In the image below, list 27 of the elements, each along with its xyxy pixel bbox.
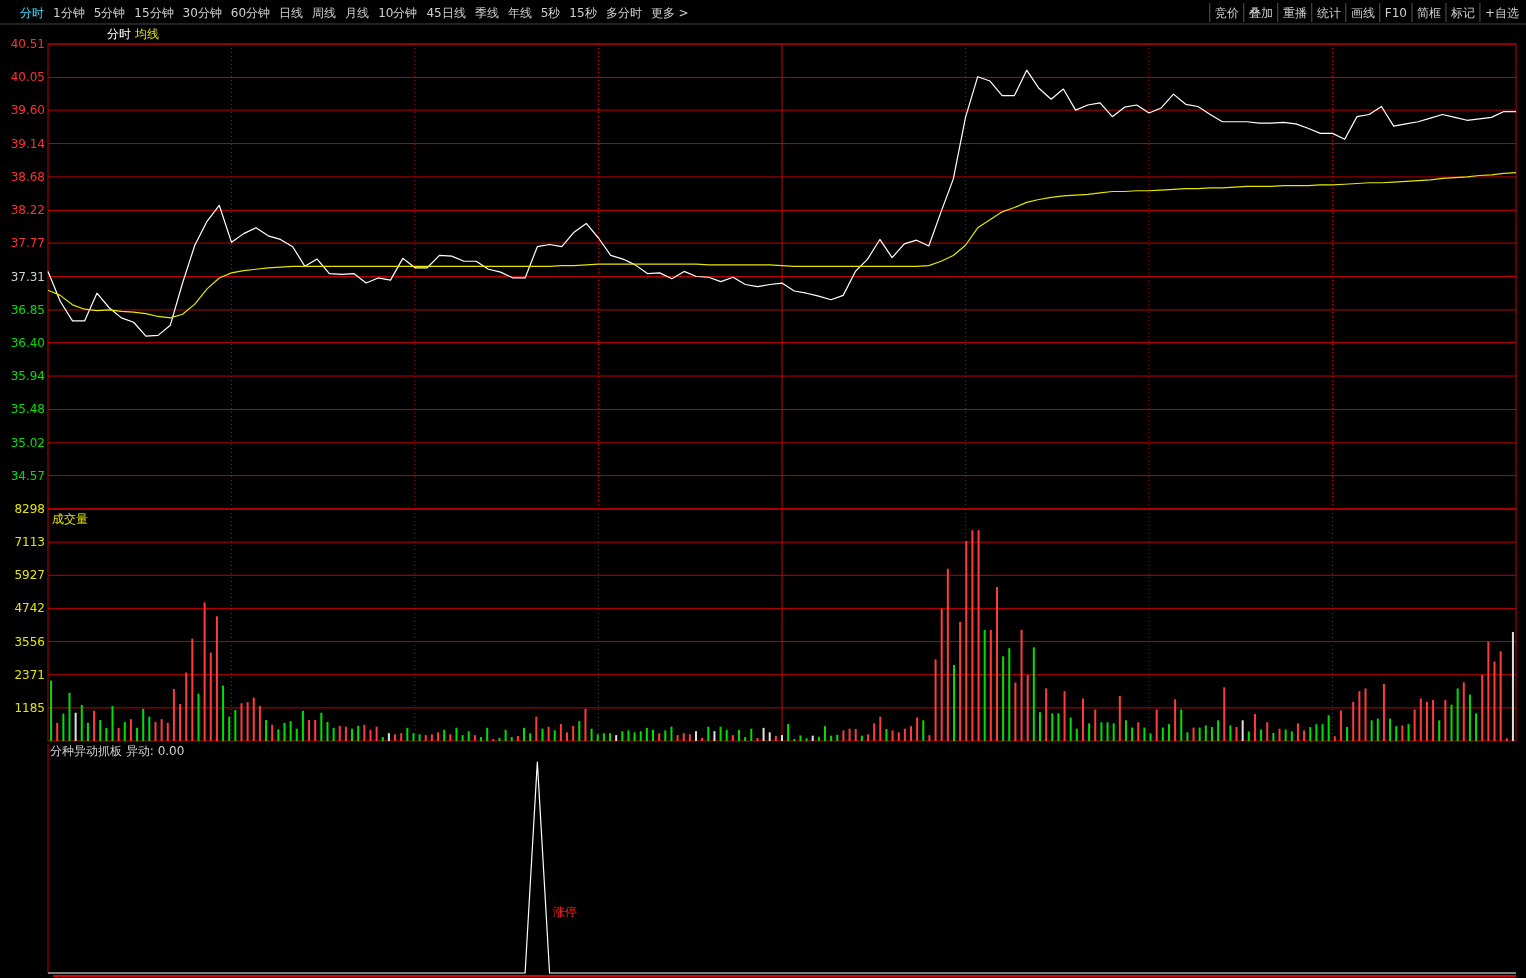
y-tick-label: 3556 xyxy=(14,634,45,649)
y-tick-label: 34.57 xyxy=(10,468,45,483)
y-tick-label: 39.14 xyxy=(10,136,45,151)
y-tick-label: 35.94 xyxy=(10,369,45,384)
y-tick-label: 1185 xyxy=(14,700,45,715)
chart-title: 分种异动抓板 异动: 0.00 xyxy=(50,744,185,758)
y-tick-label: 7113 xyxy=(14,535,45,550)
y-tick-label: 35.48 xyxy=(10,402,45,417)
y-tick-label: 4742 xyxy=(14,601,45,616)
y-tick-label: 39.60 xyxy=(10,103,45,118)
text: 均线 xyxy=(134,27,159,41)
y-tick-label: 35.02 xyxy=(10,435,45,450)
y-tick-label: 40.51 xyxy=(10,37,45,51)
text: 分时 xyxy=(107,27,131,41)
toolbar: 分时 1分钟 5分钟 15分钟 30分钟 60分钟 日线 周线 月线 10分钟 45日线 季线 年线 5秒 15秒 多分时 更多 > 竞价 叠加 重播 统计 画线 F10 简框 标记 +自选 xyxy=(0,2,1526,25)
y-tick-label: 37.31 xyxy=(10,269,45,284)
y-tick-label: 38.68 xyxy=(10,169,45,184)
annotation: 涨停 xyxy=(553,905,578,920)
y-tick-label: 36.85 xyxy=(10,302,45,317)
y-tick-label: 2371 xyxy=(14,667,45,682)
y-tick-label: 38.22 xyxy=(10,203,45,218)
y-tick-label: 37.77 xyxy=(10,236,45,251)
y-tick-label: 36.40 xyxy=(10,335,45,350)
y-tick-label: 40.05 xyxy=(10,70,45,85)
y-tick-label: 8298 xyxy=(14,502,45,516)
y-tick-label: 5927 xyxy=(14,568,45,583)
chart-title: 成交量 xyxy=(52,512,88,526)
